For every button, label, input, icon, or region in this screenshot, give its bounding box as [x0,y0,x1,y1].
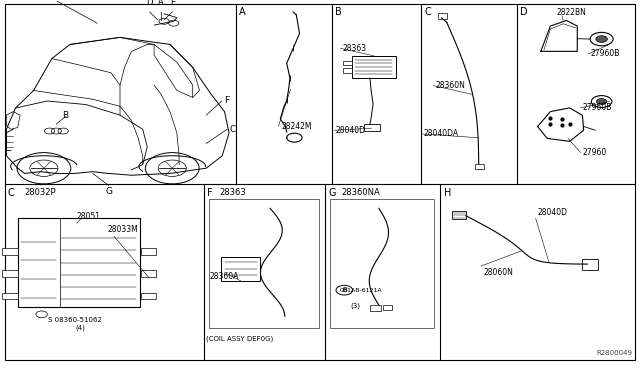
Bar [343,61,352,65]
Bar [2,270,18,277]
Bar [18,218,140,307]
Text: 28040DA: 28040DA [424,129,459,138]
Text: G: G [105,187,112,196]
Bar [141,248,156,255]
Bar [582,259,598,270]
Text: R2800049: R2800049 [596,350,632,356]
Bar [209,199,319,328]
Bar [364,124,380,131]
Text: 28032P: 28032P [24,188,56,197]
Bar [141,270,156,277]
Text: B: B [342,287,347,293]
Text: G: G [328,188,336,198]
Text: F: F [224,96,229,106]
Text: 28242M: 28242M [282,122,312,131]
Text: 28360N: 28360N [435,81,465,90]
Text: 28040D: 28040D [538,208,568,217]
Text: 28033M: 28033M [108,225,138,234]
Text: 2822BN: 2822BN [557,8,587,17]
Text: (4): (4) [76,324,85,331]
Bar [383,305,392,310]
Circle shape [596,36,607,42]
Text: C: C [229,125,236,134]
Text: 28060N: 28060N [483,268,513,277]
Bar [343,68,352,73]
Bar [352,56,396,78]
Text: (3): (3) [351,302,361,308]
Text: 27960B: 27960B [582,103,612,112]
Text: A: A [239,7,245,17]
Text: A: A [158,0,164,7]
Bar [438,13,447,19]
Text: 28363: 28363 [342,44,367,53]
Text: 28051: 28051 [77,212,101,221]
Text: 27960: 27960 [582,148,607,157]
Text: H: H [444,188,451,198]
Text: D: D [147,0,153,7]
Text: E: E [170,0,175,7]
Text: 28363: 28363 [220,188,246,197]
Text: 28040D: 28040D [336,126,366,135]
Text: B: B [335,7,342,17]
Text: C: C [424,7,431,17]
Bar [221,257,260,281]
Text: F: F [207,188,212,198]
Text: S 08360-51062: S 08360-51062 [48,317,102,323]
Text: 0B1AB-6121A: 0B1AB-6121A [339,288,382,293]
Bar [2,293,18,299]
Bar [475,164,484,169]
Text: B: B [63,110,68,120]
Text: 28360A: 28360A [210,272,239,281]
Circle shape [596,99,607,105]
Text: 28360NA: 28360NA [341,188,380,197]
Text: C: C [8,188,15,198]
Bar [2,248,18,255]
Text: D: D [520,7,528,17]
Text: (COIL ASSY DEF0G): (COIL ASSY DEF0G) [206,336,273,342]
Text: 27960B: 27960B [590,49,620,58]
Bar [370,305,381,311]
Bar [141,293,156,299]
Bar [330,199,434,328]
Bar [452,211,466,219]
